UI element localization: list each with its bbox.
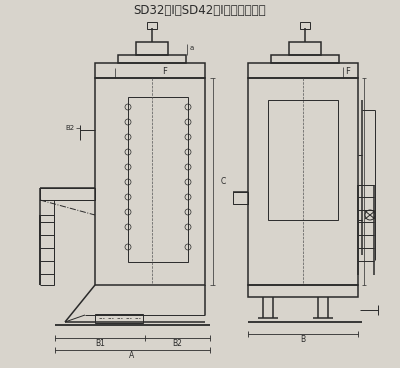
- Bar: [271, 55, 339, 63]
- Bar: [300, 22, 310, 29]
- Bar: [233, 192, 248, 204]
- Bar: [289, 42, 321, 55]
- Text: A: A: [129, 351, 135, 361]
- Bar: [268, 100, 338, 220]
- Text: B: B: [300, 336, 306, 344]
- Bar: [147, 22, 157, 29]
- Text: C: C: [221, 177, 226, 185]
- Bar: [95, 78, 205, 285]
- Text: B1: B1: [95, 340, 105, 348]
- Text: B2: B2: [65, 125, 74, 131]
- Bar: [136, 42, 168, 55]
- Bar: [118, 55, 186, 63]
- Bar: [128, 97, 188, 262]
- Bar: [248, 78, 358, 285]
- Text: SD32－Ⅰ、SD42－Ⅰ收尘器结构图: SD32－Ⅰ、SD42－Ⅰ收尘器结构图: [134, 4, 266, 18]
- Bar: [40, 188, 95, 200]
- Text: B2: B2: [172, 340, 182, 348]
- Text: F: F: [346, 67, 350, 75]
- Bar: [95, 63, 205, 78]
- Bar: [95, 314, 143, 323]
- Text: F: F: [162, 67, 168, 75]
- Text: a: a: [190, 45, 194, 51]
- Bar: [248, 63, 358, 78]
- Bar: [248, 285, 358, 297]
